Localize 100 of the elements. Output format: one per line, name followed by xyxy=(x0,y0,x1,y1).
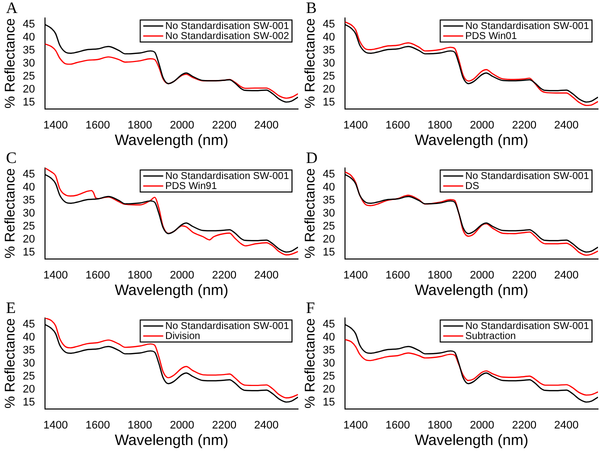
y-tick-label: 20 xyxy=(22,383,36,396)
y-tick-label: 25 xyxy=(322,220,336,232)
text: C xyxy=(6,150,17,168)
legend-label: No Standardisation SW-001 xyxy=(465,170,590,182)
y-tick-label: 25 xyxy=(22,70,36,82)
x-tick-label: 1800 xyxy=(128,269,152,282)
y-tick-label: 15 xyxy=(322,96,336,108)
x-tick-label: 2000 xyxy=(170,119,194,132)
x-tick-label: 2000 xyxy=(170,419,194,432)
legend-label: Division xyxy=(165,330,200,342)
legend-label: No Standardisation SW-002 xyxy=(165,30,290,42)
legend-label: PDS Win91 xyxy=(165,180,218,192)
x-tick-label: 1800 xyxy=(428,119,452,132)
legend-label: PDS Win01 xyxy=(465,30,518,42)
y-axis-title: % Reflectance xyxy=(301,18,318,109)
legend-label: No Standardisation SW-001 xyxy=(465,320,590,332)
x-tick-label: 2400 xyxy=(254,269,279,282)
x-tick-label: 1800 xyxy=(428,419,452,432)
y-tick-label: 25 xyxy=(22,220,36,232)
legend-label: Subtraction xyxy=(465,330,516,342)
x-tick-label: 2400 xyxy=(554,269,579,282)
x-tick-label: 2400 xyxy=(254,119,279,132)
y-tick-label: 15 xyxy=(322,396,336,408)
y-tick-label: 30 xyxy=(322,357,336,370)
legend-label: No Standardisation SW-001 xyxy=(165,20,290,32)
y-tick-label: 35 xyxy=(22,344,36,356)
x-tick-label: 1600 xyxy=(85,119,110,132)
text: A xyxy=(6,0,18,18)
x-tick-label: 2000 xyxy=(470,419,494,432)
x-tick-label: 1600 xyxy=(385,119,410,132)
line-series xyxy=(345,338,598,396)
x-tick-label: 1800 xyxy=(128,119,152,132)
x-tick-label: 1400 xyxy=(343,119,368,132)
x-tick-label: 1800 xyxy=(428,269,452,282)
x-tick-label: 1800 xyxy=(128,419,152,432)
x-tick-label: 1600 xyxy=(385,269,410,282)
x-tick-label: 1400 xyxy=(343,269,368,282)
text: B xyxy=(306,0,317,18)
y-tick-label: 40 xyxy=(322,31,336,44)
text: E xyxy=(6,300,16,318)
y-tick-label: 40 xyxy=(22,31,36,44)
legend-label: No Standardisation SW-001 xyxy=(165,170,290,182)
line-series xyxy=(45,43,298,99)
y-tick-label: 25 xyxy=(322,370,336,382)
y-tick-label: 35 xyxy=(322,194,336,206)
x-tick-label: 1600 xyxy=(385,419,410,432)
x-tick-label: 2200 xyxy=(212,269,236,282)
x-tick-label: 2000 xyxy=(470,269,494,282)
legend-label: No Standardisation SW-001 xyxy=(165,320,290,332)
x-axis-title: Wavelength (nm) xyxy=(414,282,528,300)
y-tick-label: 15 xyxy=(22,396,36,408)
y-tick-label: 30 xyxy=(22,57,36,70)
y-tick-label: 30 xyxy=(22,357,36,370)
y-axis-title: % Reflectance xyxy=(301,318,318,409)
y-tick-label: 20 xyxy=(22,233,36,246)
x-tick-label: 2200 xyxy=(512,119,536,132)
y-tick-label: 15 xyxy=(22,246,36,258)
x-tick-label: 2200 xyxy=(512,419,536,432)
x-tick-label: 2200 xyxy=(212,119,236,132)
x-axis-title: Wavelength (nm) xyxy=(414,132,528,150)
y-tick-label: 25 xyxy=(22,370,36,382)
x-tick-label: 1400 xyxy=(43,419,68,432)
y-tick-label: 40 xyxy=(22,331,36,344)
y-tick-label: 20 xyxy=(322,383,336,396)
x-tick-label: 2000 xyxy=(170,269,194,282)
y-axis-title: % Reflectance xyxy=(301,168,318,259)
x-tick-label: 2400 xyxy=(254,419,279,432)
y-tick-label: 25 xyxy=(322,70,336,82)
legend-label: No Standardisation SW-001 xyxy=(465,20,590,32)
y-tick-label: 20 xyxy=(22,83,36,96)
y-tick-label: 15 xyxy=(322,246,336,258)
y-axis-title: % Reflectance xyxy=(1,18,18,109)
y-axis-title: % Reflectance xyxy=(1,318,18,409)
x-axis-title: Wavelength (nm) xyxy=(114,282,228,300)
x-tick-label: 1400 xyxy=(43,119,68,132)
y-tick-label: 20 xyxy=(322,233,336,246)
x-tick-label: 1400 xyxy=(43,269,68,282)
y-tick-label: 35 xyxy=(322,44,336,56)
y-tick-label: 20 xyxy=(322,83,336,96)
y-tick-label: 15 xyxy=(22,96,36,108)
y-tick-label: 35 xyxy=(322,344,336,356)
legend-label: DS xyxy=(465,180,480,192)
text: F xyxy=(306,300,315,318)
x-tick-label: 1600 xyxy=(85,419,110,432)
y-tick-label: 45 xyxy=(322,318,336,331)
y-tick-label: 45 xyxy=(22,318,36,331)
x-tick-label: 2400 xyxy=(554,119,579,132)
x-axis-title: Wavelength (nm) xyxy=(114,132,228,150)
y-tick-label: 30 xyxy=(322,57,336,70)
x-tick-label: 1600 xyxy=(85,269,110,282)
y-tick-label: 45 xyxy=(322,18,336,31)
x-tick-label: 2200 xyxy=(212,419,236,432)
y-tick-label: 45 xyxy=(22,18,36,31)
y-axis-title: % Reflectance xyxy=(1,168,18,259)
y-tick-label: 30 xyxy=(22,207,36,220)
x-axis-title: Wavelength (nm) xyxy=(414,432,528,450)
y-tick-label: 40 xyxy=(322,331,336,344)
x-tick-label: 1400 xyxy=(343,419,368,432)
x-tick-label: 2200 xyxy=(512,269,536,282)
y-tick-label: 35 xyxy=(22,44,36,56)
